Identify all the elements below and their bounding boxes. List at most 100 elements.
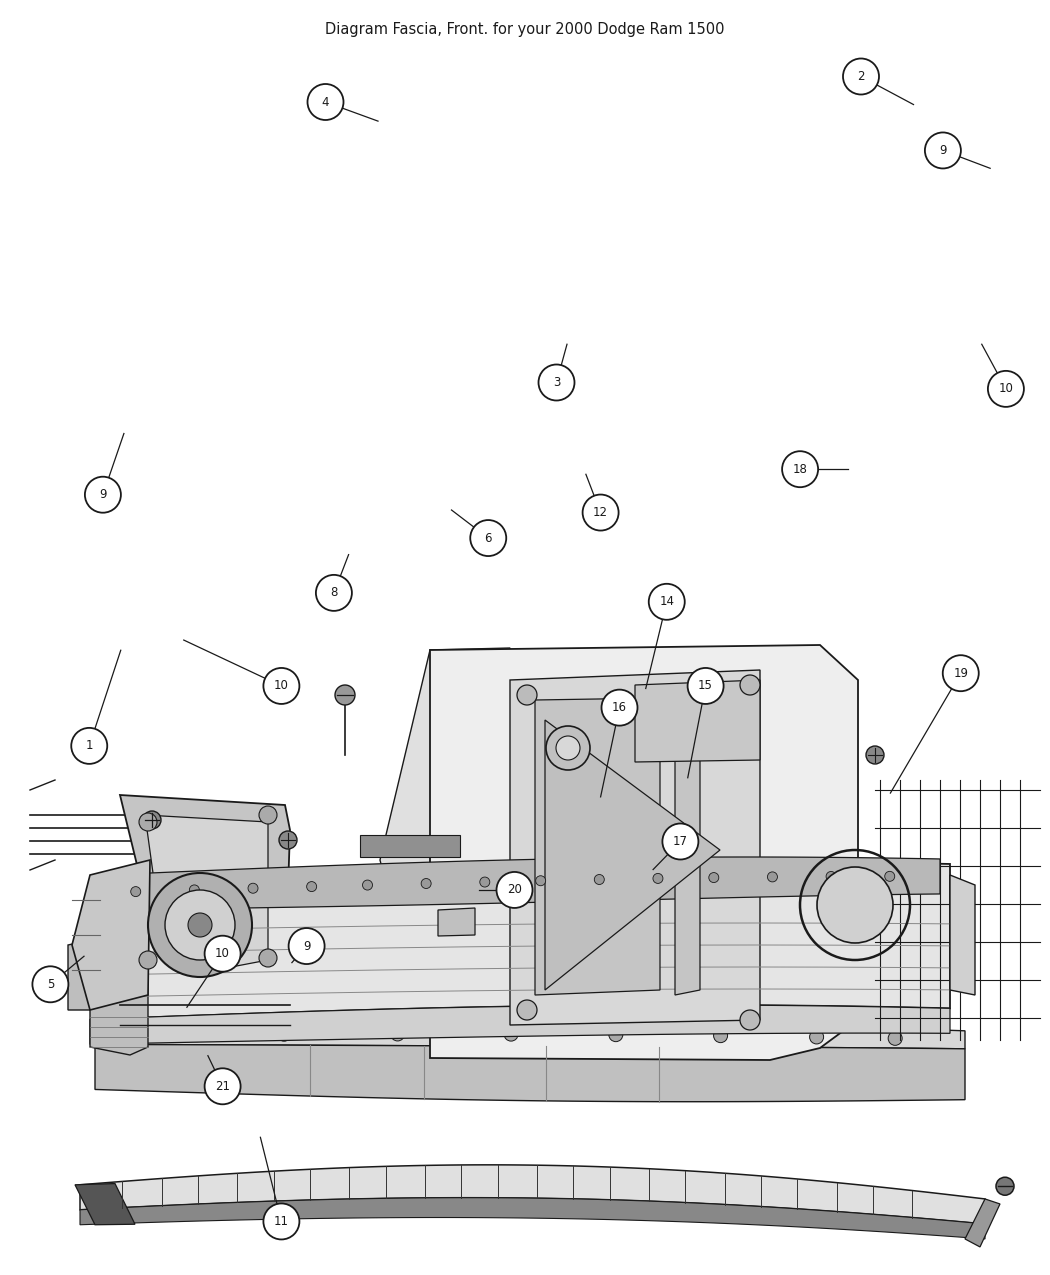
Circle shape	[663, 824, 698, 859]
Polygon shape	[438, 908, 475, 936]
Circle shape	[810, 1030, 823, 1044]
Circle shape	[885, 871, 895, 881]
Circle shape	[888, 1031, 902, 1046]
Polygon shape	[675, 697, 700, 994]
Circle shape	[504, 1028, 518, 1042]
Circle shape	[129, 1028, 143, 1042]
Circle shape	[130, 886, 141, 896]
Circle shape	[391, 1026, 404, 1040]
Bar	[430, 955, 560, 986]
Circle shape	[308, 84, 343, 120]
Text: 9: 9	[939, 144, 947, 157]
Circle shape	[143, 811, 161, 829]
Text: 8: 8	[330, 586, 338, 599]
Circle shape	[480, 877, 489, 887]
Polygon shape	[68, 927, 148, 1054]
Polygon shape	[950, 875, 975, 994]
Polygon shape	[536, 697, 660, 994]
Circle shape	[277, 1028, 291, 1042]
Polygon shape	[100, 862, 950, 1019]
Polygon shape	[75, 1183, 135, 1225]
Circle shape	[205, 936, 240, 972]
Circle shape	[259, 806, 277, 824]
Circle shape	[289, 928, 324, 964]
Circle shape	[248, 884, 258, 894]
Circle shape	[536, 876, 546, 886]
Polygon shape	[94, 1023, 965, 1049]
Circle shape	[362, 880, 373, 890]
Text: 10: 10	[999, 382, 1013, 395]
Circle shape	[866, 746, 884, 764]
Bar	[360, 835, 460, 857]
Text: 14: 14	[659, 595, 674, 608]
Circle shape	[316, 575, 352, 611]
Circle shape	[190, 1028, 204, 1042]
Circle shape	[653, 873, 663, 884]
Polygon shape	[965, 1198, 1000, 1247]
Circle shape	[517, 1000, 537, 1020]
Circle shape	[594, 875, 605, 885]
Circle shape	[470, 520, 506, 556]
Circle shape	[188, 913, 212, 937]
Circle shape	[609, 1028, 623, 1042]
Circle shape	[843, 59, 879, 94]
Circle shape	[33, 966, 68, 1002]
Circle shape	[817, 867, 892, 944]
Circle shape	[826, 872, 836, 881]
Circle shape	[602, 690, 637, 725]
Circle shape	[189, 885, 200, 895]
Text: 2: 2	[857, 70, 865, 83]
Circle shape	[996, 1177, 1014, 1195]
Polygon shape	[510, 669, 760, 1025]
Polygon shape	[105, 857, 940, 910]
Polygon shape	[94, 1044, 965, 1102]
Polygon shape	[430, 645, 858, 1060]
Circle shape	[768, 872, 777, 882]
Polygon shape	[80, 1165, 985, 1224]
Text: Diagram Fascia, Front. for your 2000 Dodge Ram 1500: Diagram Fascia, Front. for your 2000 Dod…	[326, 22, 724, 37]
Circle shape	[546, 725, 590, 770]
Circle shape	[335, 685, 355, 705]
Text: 15: 15	[698, 680, 713, 692]
Circle shape	[421, 878, 432, 889]
Text: 16: 16	[612, 701, 627, 714]
Circle shape	[71, 728, 107, 764]
Text: 17: 17	[673, 835, 688, 848]
Circle shape	[259, 949, 277, 966]
Circle shape	[714, 1029, 728, 1043]
Circle shape	[740, 1010, 760, 1030]
Circle shape	[649, 584, 685, 620]
Text: 21: 21	[215, 1080, 230, 1093]
Circle shape	[740, 674, 760, 695]
Text: 4: 4	[321, 96, 330, 108]
Circle shape	[205, 1068, 240, 1104]
Circle shape	[517, 685, 537, 705]
Circle shape	[688, 668, 723, 704]
Text: 9: 9	[302, 940, 311, 952]
Circle shape	[988, 371, 1024, 407]
Circle shape	[139, 951, 157, 969]
Circle shape	[148, 873, 252, 977]
Polygon shape	[72, 861, 150, 1010]
Text: 6: 6	[484, 532, 492, 544]
Circle shape	[583, 495, 618, 530]
Text: 18: 18	[793, 463, 807, 476]
Text: 19: 19	[953, 667, 968, 680]
Circle shape	[307, 881, 317, 891]
Circle shape	[85, 477, 121, 513]
Text: 9: 9	[99, 488, 107, 501]
Polygon shape	[545, 720, 720, 989]
Text: 5: 5	[46, 978, 55, 991]
Text: 1: 1	[85, 740, 93, 752]
Circle shape	[497, 872, 532, 908]
Circle shape	[556, 736, 580, 760]
Circle shape	[709, 872, 719, 882]
Circle shape	[539, 365, 574, 400]
Text: 10: 10	[215, 947, 230, 960]
Polygon shape	[80, 1197, 985, 1239]
Circle shape	[139, 813, 157, 831]
Polygon shape	[380, 648, 510, 1060]
Circle shape	[943, 655, 979, 691]
Circle shape	[782, 451, 818, 487]
Text: 20: 20	[507, 884, 522, 896]
